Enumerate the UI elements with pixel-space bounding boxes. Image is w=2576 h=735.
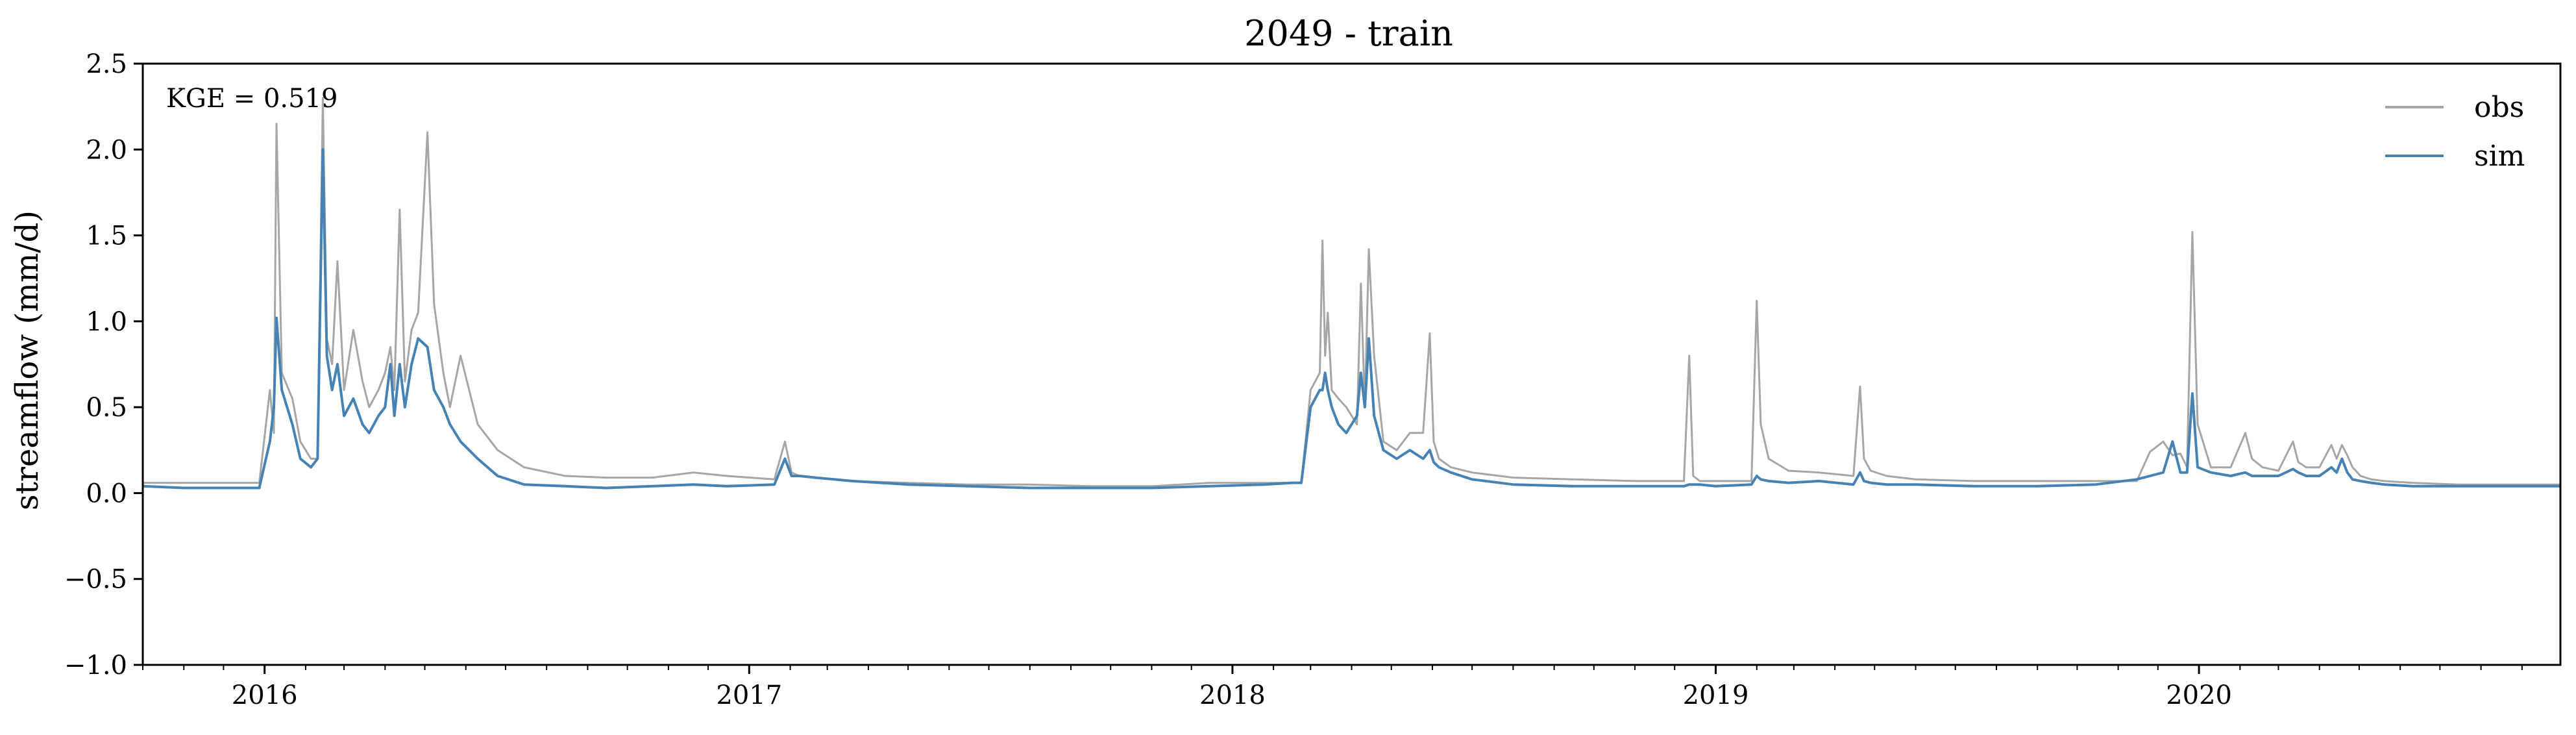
y-tick-label: 2.5 bbox=[86, 49, 127, 79]
y-axis-label: streamflow (mm/d) bbox=[9, 210, 45, 510]
y-tick-label: 1.5 bbox=[86, 221, 127, 251]
x-axis: 2016 2017 2018 2019 2020 bbox=[142, 665, 2523, 710]
y-tick-label: 2.0 bbox=[86, 135, 127, 165]
series-layer bbox=[143, 97, 2560, 490]
legend-label-obs: obs bbox=[2474, 91, 2524, 124]
y-tick-label: 1.0 bbox=[86, 307, 127, 337]
x-tick-label: 2017 bbox=[716, 680, 782, 710]
y-tick-label: −1.0 bbox=[64, 651, 127, 680]
legend: obs sim bbox=[2385, 91, 2525, 173]
x-tick-label: 2018 bbox=[1199, 680, 1266, 710]
chart-title: 2049 - train bbox=[1244, 13, 1453, 54]
x-tick-label: 2019 bbox=[1683, 680, 1749, 710]
y-tick-label: 0.0 bbox=[86, 479, 127, 508]
x-tick-label: 2016 bbox=[232, 680, 298, 710]
kge-annotation: KGE = 0.519 bbox=[166, 84, 338, 114]
series-line-sim bbox=[143, 148, 2560, 490]
y-tick-label: 0.5 bbox=[86, 393, 127, 423]
y-tick-label: −0.5 bbox=[64, 565, 127, 595]
x-tick-label: 2020 bbox=[2166, 680, 2232, 710]
legend-label-sim: sim bbox=[2474, 140, 2525, 173]
y-axis: −1.0 −0.5 0.0 0.5 1.0 1.5 2.0 2.5 bbox=[64, 49, 143, 680]
